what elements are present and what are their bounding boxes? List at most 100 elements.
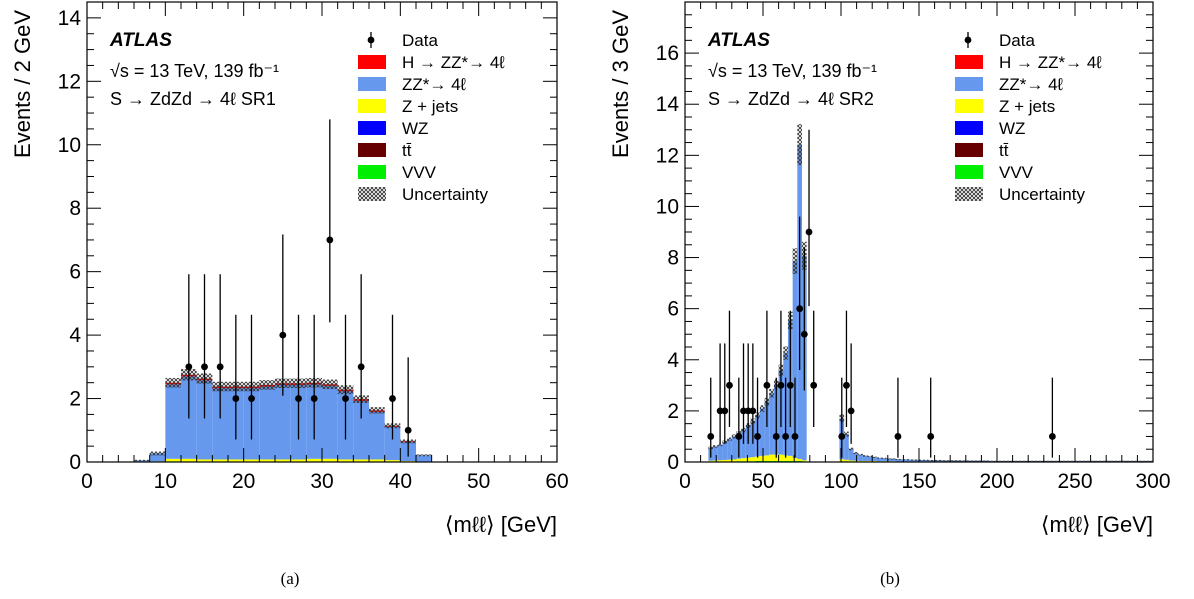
uncertainty-band <box>858 453 863 456</box>
legend-swatch-hatch <box>358 187 386 201</box>
legend-label: VVV <box>999 163 1034 182</box>
data-point <box>248 395 255 402</box>
hist-bin-zz <box>731 436 737 460</box>
uncertainty-band <box>965 460 971 462</box>
legend-item-vvv: VVV <box>358 163 437 182</box>
data-point <box>763 381 771 389</box>
uncertainty-band <box>881 457 887 459</box>
x-tick-label: 250 <box>1057 470 1092 493</box>
legend-item-zz: ZZ*→ 4ℓ <box>358 75 467 94</box>
uncertainty-band <box>933 459 938 462</box>
hist-bin-zjets <box>858 460 863 462</box>
uncertainty-band <box>942 460 948 462</box>
uncertainty-band <box>1073 460 1079 462</box>
data-point <box>740 407 747 415</box>
sublabel-b: (b) <box>880 569 900 588</box>
hist-bin-zz <box>853 453 859 461</box>
x-axis-title-b: ⟨mℓℓ⟩ [GeV] <box>1041 512 1153 537</box>
uncertainty-band <box>937 459 943 462</box>
x-tick-label: 40 <box>389 470 412 493</box>
hist-bin-zz <box>895 459 901 462</box>
data-point <box>847 407 855 415</box>
data-point <box>805 228 813 236</box>
hist-bin-zjets <box>759 455 765 461</box>
legend-item-higgs: H → ZZ*→ 4ℓ <box>358 53 505 72</box>
hist-bin-zz <box>165 384 181 459</box>
data-point <box>342 395 349 402</box>
uncertainty-band <box>1017 460 1022 462</box>
energy-lumi-label-a: √s = 13 TeV, 139 fb⁻¹ <box>110 61 279 81</box>
legend-label: Uncertainty <box>999 185 1085 204</box>
uncertainty-band <box>1092 460 1097 462</box>
uncertainty-band <box>731 434 737 439</box>
uncertainty-band <box>914 459 919 461</box>
legend-swatch <box>955 121 983 135</box>
uncertainty-band <box>797 124 802 166</box>
uncertainty-band <box>1120 460 1125 462</box>
uncertainty-band <box>1124 460 1130 462</box>
hist-bin-zjets <box>787 455 793 461</box>
uncertainty-band <box>1129 460 1135 462</box>
panel-b: 0 50 100 150 200 250 300 0 2 4 6 8 10 12 14 16 Events /… <box>608 1 1171 588</box>
uncertainty-band <box>984 460 990 462</box>
uncertainty-band <box>1040 460 1046 462</box>
x-tick-label: 50 <box>751 470 774 493</box>
uncertainty-band <box>853 452 859 455</box>
data-point <box>894 433 902 440</box>
data-point <box>800 330 808 338</box>
legend-item-higgs: H → ZZ*→ 4ℓ <box>955 53 1102 72</box>
data-point <box>1048 433 1056 440</box>
y-tick-label: 8 <box>667 247 679 270</box>
hist-bin-zjets <box>369 459 385 462</box>
uncertainty-band <box>1110 460 1116 462</box>
legend-swatch <box>955 143 983 157</box>
y-tick-label: 8 <box>69 197 81 220</box>
uncertainty-band <box>970 460 976 462</box>
hist-bin-zz <box>764 401 770 456</box>
data-point <box>749 407 757 415</box>
hist-bin-zz <box>196 380 213 460</box>
hist-bin-zz <box>872 457 877 461</box>
uncertainty-band <box>165 377 181 388</box>
uncertainty-band <box>1021 460 1027 462</box>
legend-item-vvv: VVV <box>955 163 1034 182</box>
data-point <box>838 433 846 440</box>
hist-bin-zjets <box>802 460 807 462</box>
atlas-label-b: ATLAS <box>707 30 770 51</box>
y-tick-label: 10 <box>58 134 81 157</box>
uncertainty-band <box>1031 460 1036 462</box>
data-points-a <box>185 119 412 457</box>
axis-ticks-a: 0 10 20 30 40 50 60 0 2 4 6 8 10 12 14 <box>58 1 569 493</box>
hist-bin-zjets <box>862 460 868 462</box>
uncertainty-band <box>844 431 849 437</box>
y-axis-title-a: Events / 2 GeV <box>10 10 35 158</box>
data-point <box>216 363 224 371</box>
region-label-b: S → ZdZd → 4ℓ SR2 <box>708 89 874 109</box>
x-tick-label: 150 <box>901 470 936 493</box>
uncertainty-band <box>416 454 432 457</box>
hist-bin-zz <box>727 439 732 460</box>
uncertainty-band <box>1138 460 1144 462</box>
uncertainty-band <box>713 445 718 448</box>
hist-bin-zz <box>322 385 338 459</box>
uncertainty-band <box>989 460 994 462</box>
y-tick-label: 10 <box>656 195 679 218</box>
hist-bin-zz <box>881 458 887 462</box>
y-tick-label: 6 <box>69 261 81 284</box>
hist-bin-zz <box>717 444 723 461</box>
uncertainty-band <box>886 458 891 460</box>
legend-swatch-hatch <box>955 187 983 201</box>
data-point <box>726 381 733 389</box>
uncertainty-band <box>1026 460 1032 462</box>
uncertainty-band <box>876 457 882 459</box>
uncertainty-band <box>895 458 901 461</box>
legend-label: WZ <box>402 119 428 138</box>
hist-bin-zz <box>858 454 863 461</box>
data-point <box>232 395 240 402</box>
uncertainty-band <box>783 346 788 360</box>
legend-label: Z + jets <box>402 97 458 116</box>
uncertainty-band <box>904 459 910 461</box>
hist-bin-zjets <box>384 460 401 462</box>
uncertainty-band <box>1068 460 1074 462</box>
legend-label: WZ <box>999 119 1025 138</box>
